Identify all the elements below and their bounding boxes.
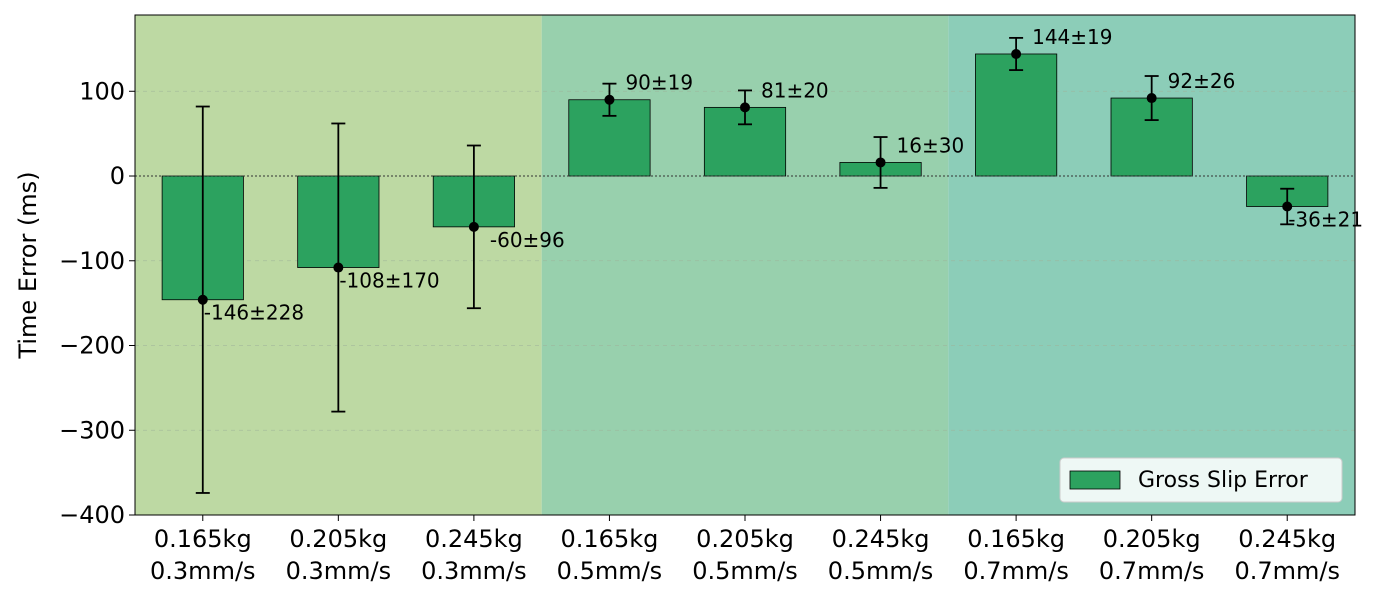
x-tick-label: 0.205kg [1103, 525, 1201, 553]
x-tick-label: 0.205kg [289, 525, 387, 553]
x-tick-label: 0.3mm/s [286, 557, 392, 585]
x-tick-label: 0.245kg [425, 525, 523, 553]
mean-point [468, 221, 479, 232]
x-tick-label: 0.165kg [561, 525, 659, 553]
mean-point [333, 262, 344, 273]
mean-point [1282, 201, 1293, 212]
y-axis-ticks: 100 0 −100 −200 −300 −400 [59, 77, 135, 529]
y-tick-label: 0 [110, 162, 125, 190]
mean-point [604, 94, 615, 105]
y-tick-label: 100 [79, 77, 125, 105]
data-label: 90±19 [625, 71, 693, 95]
mean-point [740, 102, 750, 113]
data-label: 81±20 [761, 78, 829, 102]
x-tick-label: 0.3mm/s [150, 557, 256, 585]
data-label: -36±21 [1288, 208, 1363, 232]
y-axis-label: Time Error (ms) [14, 171, 42, 359]
x-tick-label: 0.5mm/s [692, 557, 798, 585]
x-tick-label: 0.245kg [1238, 525, 1336, 553]
x-tick-label: 0.165kg [154, 525, 252, 553]
bar [975, 53, 1058, 177]
mean-point [875, 157, 886, 168]
mean-point [1011, 48, 1022, 59]
x-tick-label: 0.7mm/s [1099, 557, 1205, 585]
data-label: -108±170 [339, 269, 439, 293]
y-tick-label: −100 [59, 247, 125, 275]
data-label: 92±26 [1168, 69, 1236, 93]
data-label: 16±30 [897, 133, 965, 157]
legend-box [1059, 457, 1343, 503]
x-tick-label: 0.7mm/s [963, 557, 1069, 585]
data-label: -60±96 [490, 228, 565, 252]
x-tick-label: 0.245kg [832, 525, 930, 553]
x-tick-label: 0.5mm/s [557, 557, 663, 585]
data-labels: -146±228 -108±170 -60±96 90±19 81±20 16±30 144… [204, 25, 1363, 325]
y-tick-label: −400 [59, 501, 125, 529]
legend-swatch [1069, 470, 1121, 490]
mean-points [197, 48, 1293, 305]
legend-label: Gross Slip Error [1138, 468, 1309, 493]
x-tick-label: 0.7mm/s [1234, 557, 1340, 585]
y-tick-label: −300 [59, 416, 125, 444]
y-tick-label: −200 [59, 332, 125, 360]
mean-point [1146, 93, 1157, 104]
mean-point [197, 294, 208, 305]
data-label: 144±19 [1032, 25, 1112, 49]
x-tick-label: 0.5mm/s [828, 557, 934, 585]
x-tick-label: 0.165kg [967, 525, 1065, 553]
legend: Gross Slip Error [1059, 457, 1343, 503]
x-axis-ticks: 0.165kg 0.3mm/s 0.205kg 0.3mm/s 0.245kg 0.3mm… [150, 515, 1340, 585]
data-label: -146±228 [204, 301, 304, 325]
x-tick-label: 0.205kg [696, 525, 794, 553]
x-tick-label: 0.3mm/s [421, 557, 527, 585]
